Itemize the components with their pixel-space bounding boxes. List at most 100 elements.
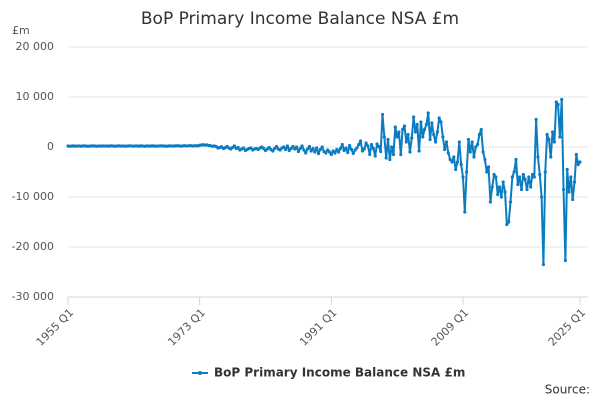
y-tick-label: -20 000 (12, 240, 54, 253)
point (294, 145, 299, 149)
point (525, 187, 529, 192)
point (274, 144, 279, 149)
point (364, 141, 368, 145)
point (433, 140, 438, 144)
point (315, 146, 319, 150)
point (567, 190, 571, 194)
point (384, 156, 388, 160)
point (327, 150, 332, 154)
point (410, 136, 414, 140)
point (454, 167, 458, 172)
point (455, 160, 460, 164)
point (302, 148, 306, 152)
point (481, 150, 485, 154)
point (337, 150, 341, 154)
point (338, 146, 343, 151)
point (421, 135, 425, 139)
point (479, 127, 483, 132)
point (348, 143, 352, 148)
point (448, 157, 452, 162)
point (574, 152, 578, 157)
point (379, 149, 383, 154)
point (519, 187, 524, 192)
point (362, 147, 366, 151)
point (441, 135, 445, 139)
point (401, 127, 405, 132)
point (417, 149, 421, 153)
x-tick-label: 1973 Q1 (165, 306, 208, 349)
point (518, 175, 522, 179)
x-tick-label: 1991 Q1 (297, 306, 340, 349)
y-tick-label: -30 000 (12, 290, 54, 303)
point (499, 195, 503, 199)
point (402, 124, 407, 128)
point (565, 167, 569, 172)
point (560, 97, 564, 102)
point (386, 137, 390, 142)
point (563, 258, 567, 263)
point (355, 146, 359, 150)
point (390, 145, 394, 149)
point (523, 177, 527, 182)
point (545, 132, 549, 137)
point (452, 155, 456, 159)
chart-title: BoP Primary Income Balance NSA £m (141, 9, 459, 29)
point (505, 222, 509, 227)
point (450, 160, 454, 164)
point (426, 111, 430, 115)
point (457, 140, 461, 144)
point (492, 172, 496, 177)
point (443, 147, 447, 152)
point (486, 165, 491, 169)
point (408, 150, 412, 154)
point (461, 175, 465, 179)
point (547, 137, 551, 142)
point (313, 150, 317, 154)
legend-marker (198, 371, 202, 375)
point (508, 200, 513, 204)
point (395, 135, 399, 139)
point (558, 135, 562, 139)
point (483, 157, 487, 162)
point (572, 180, 577, 184)
point (285, 144, 290, 148)
point (351, 151, 355, 156)
point (340, 142, 344, 147)
point (463, 210, 467, 214)
point (342, 148, 346, 153)
point (304, 151, 308, 155)
point (576, 162, 580, 167)
point (380, 112, 385, 117)
point (366, 144, 370, 148)
point (488, 200, 492, 204)
y-unit: £m (12, 24, 30, 37)
point (291, 144, 295, 149)
point (465, 170, 469, 174)
point (305, 147, 310, 151)
point (529, 185, 533, 189)
point (439, 120, 443, 124)
x-tick-label: 2009 Q1 (429, 306, 472, 349)
point (459, 162, 463, 167)
point (476, 142, 480, 147)
point (371, 146, 375, 151)
point (435, 130, 439, 134)
point (357, 142, 361, 147)
point (514, 157, 518, 162)
point (282, 145, 286, 149)
y-tick-label: -10 000 (12, 190, 54, 203)
point (316, 151, 321, 156)
point (320, 145, 324, 149)
y-tick-label: 20 000 (16, 40, 55, 53)
point (375, 142, 379, 146)
x-tick-label: 2025 Q1 (546, 306, 589, 349)
point (510, 175, 514, 179)
point (541, 262, 546, 267)
point (521, 172, 525, 177)
point (527, 175, 531, 179)
point (470, 140, 474, 144)
point (236, 145, 240, 150)
point (318, 147, 322, 152)
point (536, 155, 540, 159)
